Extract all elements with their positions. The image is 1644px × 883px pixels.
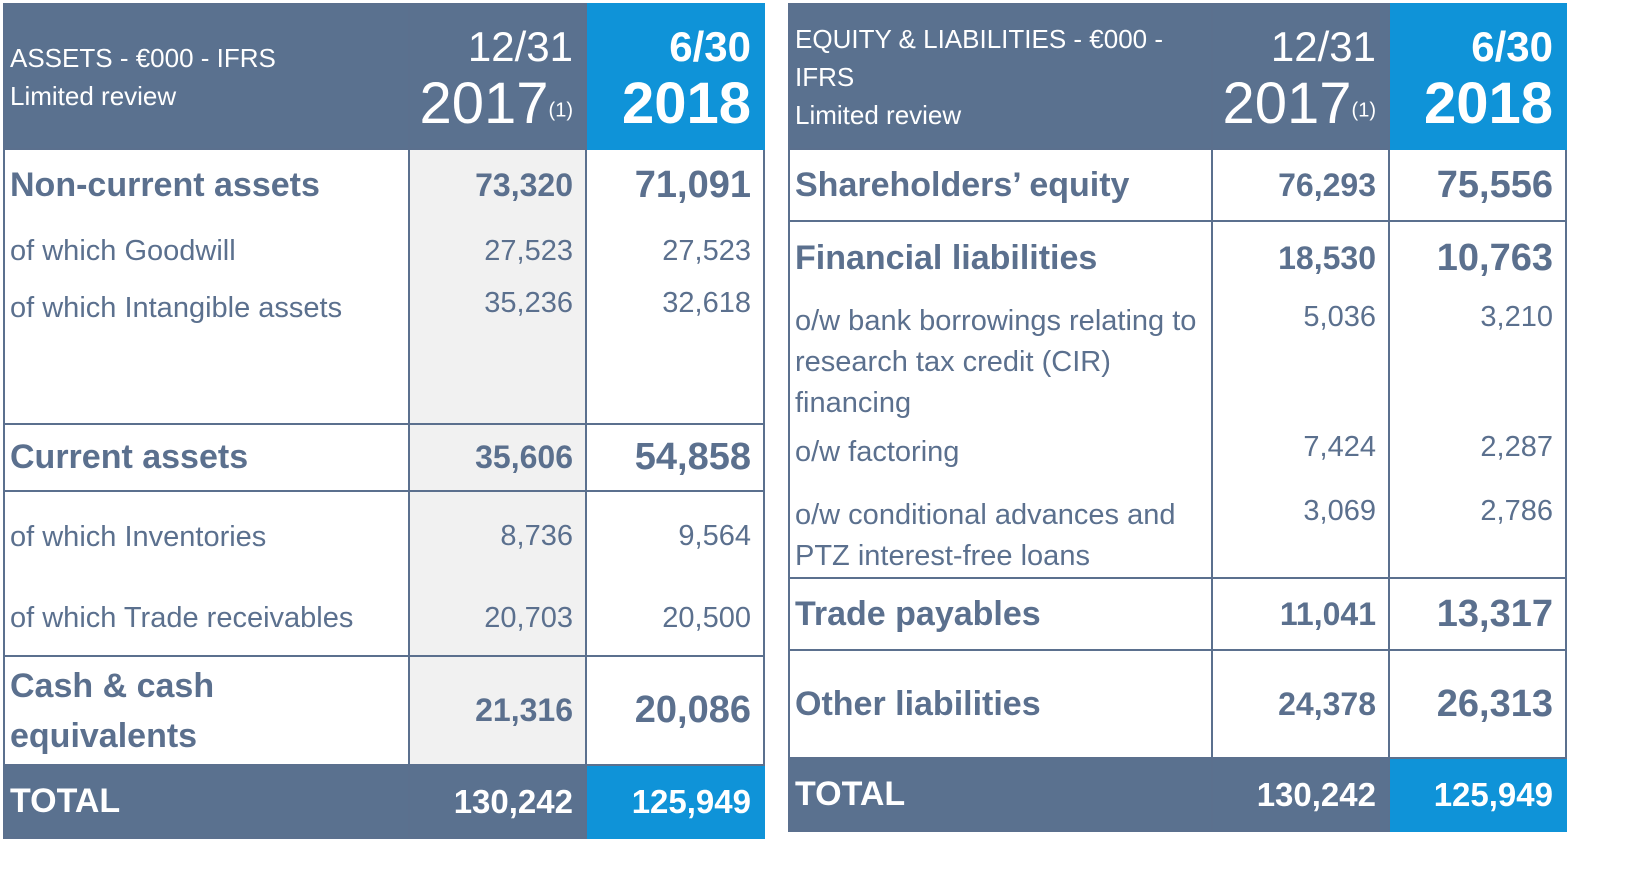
- row-value-prev: 21,316: [408, 655, 587, 766]
- liabilities-header: EQUITY & LIABILITIES - €000 - IFRS Limit…: [788, 3, 1213, 150]
- row-value-cur: 20,086: [585, 655, 765, 766]
- table-row: of which Trade receivables 20,703 20,500: [3, 581, 765, 657]
- total-value-cur: 125,949: [1388, 757, 1567, 832]
- row-label: Current assets: [3, 423, 410, 492]
- row-label: Shareholders’ equity: [788, 148, 1213, 222]
- assets-cur-year: 2018: [621, 71, 751, 136]
- table-row: of which Intangible assets 35,236 32,618: [3, 281, 765, 425]
- row-value-prev: 35,236: [408, 281, 587, 425]
- row-value-cur: 2,786: [1388, 489, 1567, 579]
- row-label: o/w bank borrowings relating to research…: [788, 295, 1213, 425]
- row-value-cur: 13,317: [1388, 577, 1567, 651]
- row-value-prev: 8,736: [408, 490, 587, 581]
- row-label: Cash & cash equivalents: [3, 655, 410, 766]
- total-value-cur: 125,949: [585, 764, 765, 839]
- total-value-prev: 130,242: [1211, 757, 1390, 832]
- table-row: Current assets 35,606 54,858: [3, 423, 765, 492]
- assets-table: ASSETS - €000 - IFRS Limited review 12/3…: [3, 3, 765, 839]
- row-value-prev: 5,036: [1211, 295, 1390, 425]
- assets-prev-year: 2017: [419, 71, 549, 136]
- table-row: Other liabilities 24,378 26,313: [788, 649, 1567, 759]
- total-value-prev: 130,242: [408, 764, 587, 839]
- table-row: o/w factoring 7,424 2,287: [788, 425, 1567, 489]
- table-row: Financial liabilities 18,530 10,763: [788, 220, 1567, 295]
- assets-col-prev-header: 12/31 2017(1): [408, 3, 587, 150]
- assets-cur-date: 6/30: [669, 23, 751, 70]
- row-value-cur: 71,091: [585, 148, 765, 221]
- row-label: o/w factoring: [788, 425, 1213, 489]
- table-row: Cash & cash equivalents 21,316 20,086: [3, 655, 765, 766]
- row-value-cur: 10,763: [1388, 220, 1567, 295]
- liabilities-table: EQUITY & LIABILITIES - €000 - IFRS Limit…: [788, 3, 1567, 832]
- liabilities-cur-year: 2018: [1423, 71, 1553, 136]
- assets-subtitle: Limited review: [10, 80, 177, 111]
- liabilities-title: EQUITY & LIABILITIES - €000 - IFRS: [795, 23, 1163, 92]
- row-value-prev: 35,606: [408, 423, 587, 492]
- row-value-cur: 9,564: [585, 490, 765, 581]
- liabilities-cur-date: 6/30: [1471, 23, 1553, 70]
- table-row: o/w bank borrowings relating to research…: [788, 295, 1567, 425]
- assets-col-cur-header: 6/30 2018: [585, 3, 765, 150]
- row-label: Financial liabilities: [788, 220, 1213, 295]
- liabilities-prev-date: 12/31: [1270, 23, 1376, 70]
- row-value-cur: 26,313: [1388, 649, 1567, 759]
- row-value-prev: 11,041: [1211, 577, 1390, 651]
- table-row: of which Inventories 8,736 9,564: [3, 490, 765, 581]
- row-value-cur: 32,618: [585, 281, 765, 425]
- row-label: of which Goodwill: [3, 221, 410, 281]
- row-label: of which Intangible assets: [3, 281, 410, 425]
- liabilities-col-prev-header: 12/31 2017(1): [1211, 3, 1390, 150]
- assets-prev-date: 12/31: [467, 23, 573, 70]
- table-row: Shareholders’ equity 76,293 75,556: [788, 148, 1567, 222]
- liabilities-prev-year: 2017: [1222, 71, 1352, 136]
- table-row: o/w conditional advances and PTZ interes…: [788, 489, 1567, 579]
- row-value-cur: 75,556: [1388, 148, 1567, 222]
- row-label: o/w conditional advances and PTZ interes…: [788, 489, 1213, 579]
- liabilities-subtitle: Limited review: [795, 99, 962, 130]
- row-value-cur: 54,858: [585, 423, 765, 492]
- total-row: TOTAL 130,242 125,949: [788, 757, 1567, 832]
- row-value-prev: 3,069: [1211, 489, 1390, 579]
- total-row: TOTAL 130,242 125,949: [3, 764, 765, 839]
- row-value-cur: 20,500: [585, 581, 765, 657]
- assets-prev-note: (1): [548, 99, 573, 122]
- table-row: Non-current assets 73,320 71,091: [3, 148, 765, 221]
- row-label: Trade payables: [788, 577, 1213, 651]
- row-value-prev: 18,530: [1211, 220, 1390, 295]
- row-value-prev: 73,320: [408, 148, 587, 221]
- row-value-prev: 27,523: [408, 221, 587, 281]
- row-value-prev: 24,378: [1211, 649, 1390, 759]
- table-row: of which Goodwill 27,523 27,523: [3, 221, 765, 281]
- row-label: Other liabilities: [788, 649, 1213, 759]
- row-value-cur: 2,287: [1388, 425, 1567, 489]
- row-value-cur: 27,523: [585, 221, 765, 281]
- row-label: of which Inventories: [3, 490, 410, 581]
- assets-title: ASSETS - €000 - IFRS: [10, 42, 276, 73]
- liabilities-prev-note: (1): [1351, 99, 1376, 122]
- liabilities-col-cur-header: 6/30 2018: [1388, 3, 1567, 150]
- row-label: Non-current assets: [3, 148, 410, 221]
- total-label: TOTAL: [788, 757, 1213, 832]
- table-row: Trade payables 11,041 13,317: [788, 577, 1567, 651]
- total-label: TOTAL: [3, 764, 410, 839]
- row-value-prev: 7,424: [1211, 425, 1390, 489]
- row-value-prev: 76,293: [1211, 148, 1390, 222]
- row-value-cur: 3,210: [1388, 295, 1567, 425]
- row-label: of which Trade receivables: [3, 581, 410, 657]
- assets-header: ASSETS - €000 - IFRS Limited review: [3, 3, 410, 150]
- row-value-prev: 20,703: [408, 581, 587, 657]
